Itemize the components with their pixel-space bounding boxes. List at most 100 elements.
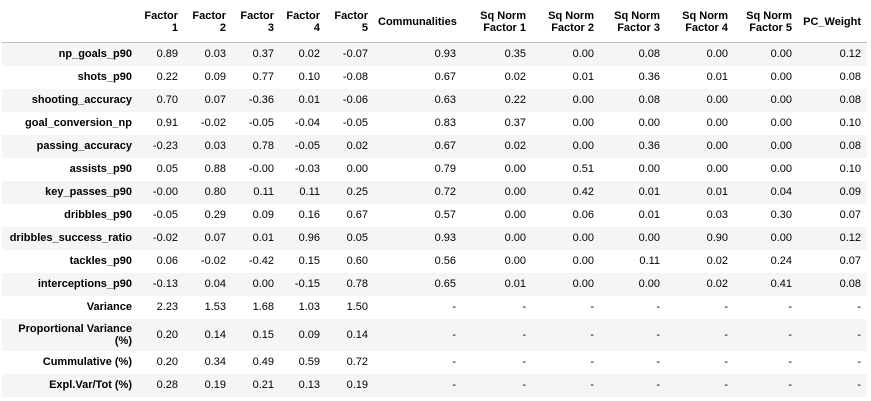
column-header-line1: Sq Norm xyxy=(614,10,660,22)
table-cell: 0.67 xyxy=(434,71,456,83)
table-cell: -0.02 xyxy=(152,232,178,244)
table-cell: - xyxy=(724,356,728,368)
table-cell: 0.36 xyxy=(638,71,660,83)
column-header-line1: Factor xyxy=(334,10,368,22)
column-header-line1: Sq Norm xyxy=(682,10,728,22)
table-cell: 0.37 xyxy=(252,48,274,61)
table-cell: 2.23 xyxy=(156,301,178,313)
table-cell: 0.35 xyxy=(504,48,526,61)
table-cell: 0.06 xyxy=(156,255,178,267)
table-cell: 0.01 xyxy=(252,232,274,244)
table-row: dribbles_success_ratio -0.02 0.07 0.01 0.96 0… xyxy=(2,226,867,250)
table-cell: 0.05 xyxy=(346,232,368,244)
table-cell: 0.89 xyxy=(156,48,178,61)
table-cell: -0.42 xyxy=(248,255,274,267)
table-cell: -0.05 xyxy=(152,209,178,221)
table-cell: 0.37 xyxy=(504,117,526,129)
table-cell: 0.00 xyxy=(346,163,368,175)
row-label: assists_p90 xyxy=(69,163,132,175)
table-cell: - xyxy=(788,356,792,368)
table-row: Variance 2.23 1.53 1.68 1.03 1.50 - - - - - - - xyxy=(2,295,867,319)
table-cell: 0.00 xyxy=(706,140,728,152)
table-cell: 0.03 xyxy=(204,48,226,61)
column-header-line2: Factor 5 xyxy=(749,22,792,34)
table-cell: 0.04 xyxy=(204,278,226,290)
table-cell: 0.00 xyxy=(572,117,594,129)
table-cell: 0.08 xyxy=(839,278,861,290)
row-label: Variance xyxy=(86,301,132,313)
column-header-line1: Factor xyxy=(192,10,226,22)
table-cell: -0.00 xyxy=(152,186,178,198)
table-cell: 0.07 xyxy=(839,255,861,267)
column-header: Factor 4 xyxy=(280,0,326,43)
table-cell: 0.25 xyxy=(346,186,368,198)
table-cell: 0.09 xyxy=(298,328,320,341)
table-cell: 0.00 xyxy=(572,278,594,290)
table-cell: 0.96 xyxy=(298,232,320,244)
table-cell: - xyxy=(788,301,792,313)
table-row: dribbles_p90 -0.05 0.29 0.09 0.16 0.67 0.57 0.0… xyxy=(2,203,867,227)
table-cell: -0.23 xyxy=(152,140,178,152)
row-label: key_passes_p90 xyxy=(45,186,132,198)
row-label: tackles_p90 xyxy=(69,255,132,267)
table-cell: - xyxy=(452,379,456,391)
table-cell: 0.00 xyxy=(504,209,526,221)
table-cell: 0.12 xyxy=(839,48,861,61)
table-row: assists_p90 0.05 0.88 -0.00 -0.03 0.00 0.79 0.0… xyxy=(2,157,867,181)
table-row: Proportional Variance (%) 0.20 0.14 0.15 0.0… xyxy=(2,318,867,351)
table-cell: 0.72 xyxy=(346,356,368,368)
table-cell: 0.41 xyxy=(770,278,792,290)
table-cell: 0.13 xyxy=(298,379,320,391)
table-cell: 0.09 xyxy=(252,209,274,221)
table-row: passing_accuracy -0.23 0.03 0.78 -0.05 0.02 0.… xyxy=(2,134,867,158)
header-row: Factor 1 Factor 2 Factor 3 Factor 4 Factor 5 Commu… xyxy=(2,0,867,43)
table-cell: 0.00 xyxy=(770,117,792,129)
table-cell: 0.08 xyxy=(839,140,861,152)
table-cell: 0.49 xyxy=(252,356,274,368)
table-cell: 0.22 xyxy=(156,71,178,83)
table-cell: 0.34 xyxy=(204,356,226,368)
table-cell: 0.02 xyxy=(346,140,368,152)
table-cell: 0.93 xyxy=(434,48,456,61)
table-cell: 0.01 xyxy=(638,209,660,221)
table-cell: 0.00 xyxy=(770,71,792,83)
table-cell: 0.00 xyxy=(504,186,526,198)
column-header: Communalities xyxy=(374,0,462,43)
table-cell: 0.08 xyxy=(839,94,861,106)
table-cell: 0.00 xyxy=(572,94,594,106)
table-cell: 0.10 xyxy=(839,163,861,175)
table-cell: 0.93 xyxy=(434,232,456,244)
column-header: Sq Norm Factor 1 xyxy=(462,0,532,43)
table-cell: 0.02 xyxy=(706,255,728,267)
row-label: Expl.Var/Tot (%) xyxy=(49,379,132,391)
table-cell: 0.00 xyxy=(706,117,728,129)
table-cell: - xyxy=(656,301,660,313)
table-row: Cummulative (%) 0.20 0.34 0.49 0.59 0.72 - - - - -… xyxy=(2,350,867,374)
row-label: passing_accuracy xyxy=(36,140,132,152)
column-header-line2: Factor 1 xyxy=(483,22,526,34)
table-row: key_passes_p90 -0.00 0.80 0.11 0.11 0.25 0.72 0… xyxy=(2,180,867,204)
table-cell: 0.22 xyxy=(504,94,526,106)
table-cell: 0.08 xyxy=(638,48,660,61)
column-header-line2: Factor 3 xyxy=(617,22,660,34)
table-cell: 1.53 xyxy=(204,301,226,313)
table-cell: 0.00 xyxy=(638,232,660,244)
column-header-line2: 3 xyxy=(267,22,274,34)
column-header: PC_Weight xyxy=(798,0,867,43)
table-cell: 0.02 xyxy=(504,140,526,152)
corner-header xyxy=(2,0,140,43)
table-cell: 0.24 xyxy=(770,255,792,267)
table-cell: 1.50 xyxy=(346,301,368,313)
table-cell: 0.07 xyxy=(204,94,226,106)
table-cell: 0.36 xyxy=(638,140,660,152)
table-cell: 0.07 xyxy=(839,209,861,221)
table-cell: 0.00 xyxy=(504,255,526,267)
table-cell: 0.00 xyxy=(706,94,728,106)
table-cell: 0.03 xyxy=(204,140,226,152)
table-cell: 0.02 xyxy=(298,48,320,61)
table-cell: - xyxy=(724,328,728,341)
table-cell: - xyxy=(857,328,861,341)
column-header-line1: Factor xyxy=(144,10,178,22)
table-cell: - xyxy=(452,356,456,368)
